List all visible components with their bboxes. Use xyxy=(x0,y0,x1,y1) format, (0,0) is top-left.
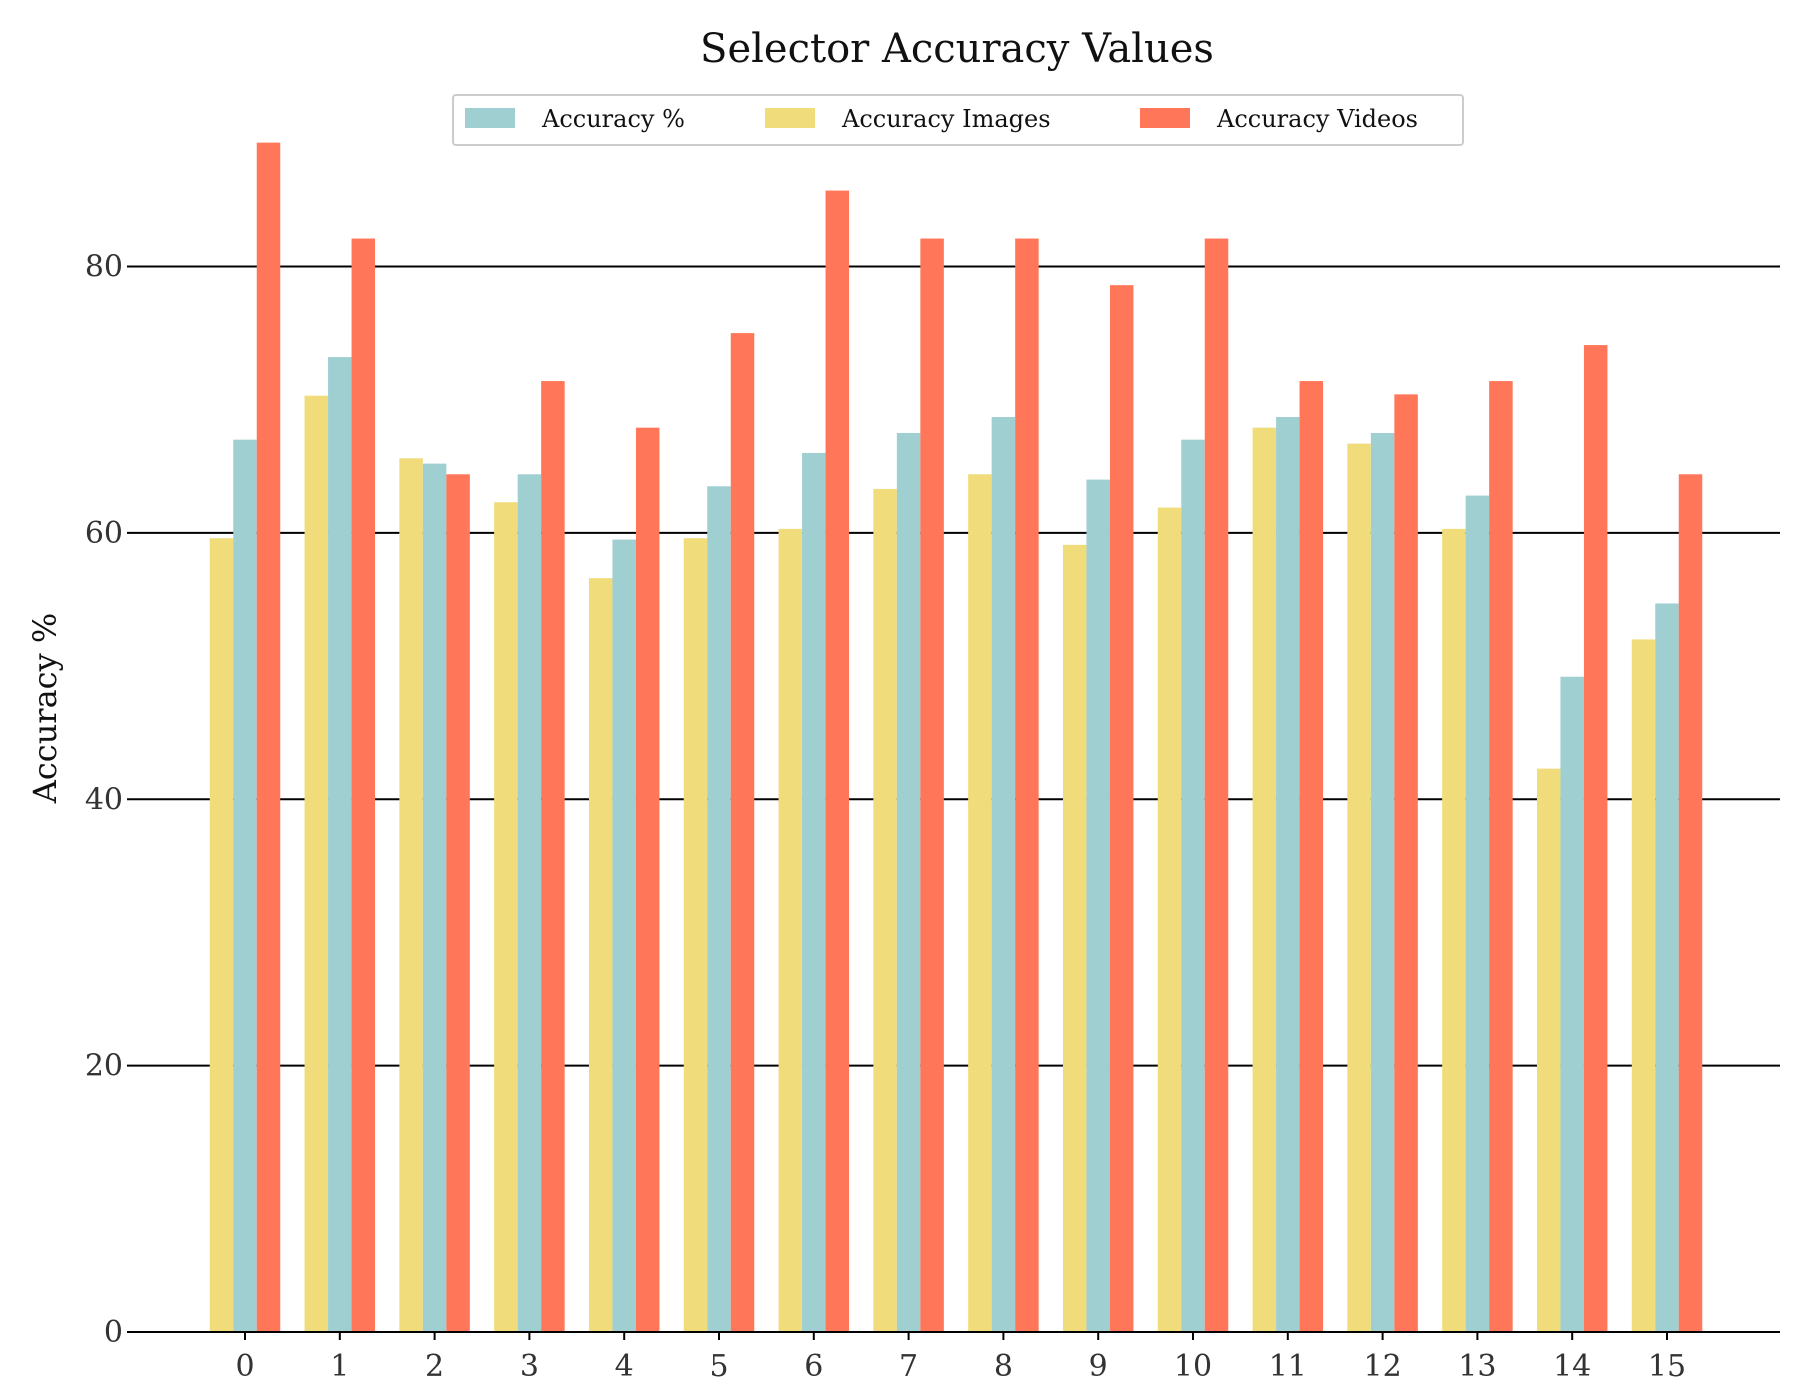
bars xyxy=(209,142,1703,1333)
bar-accuracy-videos-6 xyxy=(825,190,850,1333)
bar-accuracy-images-11 xyxy=(1252,427,1277,1333)
legend-label: Accuracy Images xyxy=(841,105,1051,133)
bar-accuracy-videos-14 xyxy=(1583,345,1608,1333)
x-tick-label: 10 xyxy=(1174,1349,1212,1384)
x-tick-label: 6 xyxy=(804,1349,823,1384)
bar-accuracy-images-7 xyxy=(873,488,897,1332)
bar-accuracy-videos-11 xyxy=(1299,381,1324,1332)
x-tick-label: 1 xyxy=(330,1349,349,1384)
bar-accuracy-images-8 xyxy=(968,474,992,1332)
bar-accuracy-images-9 xyxy=(1062,544,1087,1332)
bar-accuracy-videos-4 xyxy=(635,427,660,1333)
legend-swatch xyxy=(465,108,515,128)
x-tick-label: 14 xyxy=(1553,1349,1591,1384)
y-tick-label: 0 xyxy=(104,1315,123,1350)
x-tick-label: 3 xyxy=(520,1349,539,1384)
bar-accuracy-images-4 xyxy=(588,578,613,1332)
legend-label: Accuracy Videos xyxy=(1216,105,1418,133)
bar-accuracy--1 xyxy=(328,357,352,1333)
x-tick-label: 8 xyxy=(994,1349,1013,1384)
bar-accuracy--13 xyxy=(1465,495,1490,1333)
bar-accuracy--8 xyxy=(991,417,1016,1332)
x-tick-label: 5 xyxy=(709,1349,728,1384)
y-tick-label: 60 xyxy=(85,516,123,551)
bar-accuracy-images-6 xyxy=(778,528,803,1332)
bar-accuracy-videos-3 xyxy=(541,381,565,1332)
y-axis-label: Accuracy % xyxy=(26,613,64,805)
bar-accuracy--2 xyxy=(422,463,447,1333)
bar-accuracy-videos-8 xyxy=(1015,238,1039,1333)
bar-accuracy-images-10 xyxy=(1157,507,1182,1333)
bar-accuracy-videos-0 xyxy=(256,142,281,1333)
bar-accuracy--5 xyxy=(707,486,731,1332)
y-tick-label: 20 xyxy=(85,1049,123,1084)
x-tick-label: 15 xyxy=(1648,1349,1686,1384)
bar-accuracy-images-5 xyxy=(683,538,708,1332)
bar-accuracy-videos-13 xyxy=(1489,381,1513,1332)
bar-accuracy-videos-7 xyxy=(920,238,944,1333)
x-tick-label: 11 xyxy=(1269,1349,1307,1384)
bar-accuracy--9 xyxy=(1086,479,1110,1333)
legend-box xyxy=(452,94,1464,146)
bar-accuracy--6 xyxy=(802,452,826,1332)
bar-accuracy--15 xyxy=(1655,603,1679,1332)
y-tick-label: 40 xyxy=(85,782,123,817)
bar-accuracy--11 xyxy=(1276,417,1300,1332)
bar-accuracy-images-3 xyxy=(494,502,518,1332)
bar-accuracy-videos-10 xyxy=(1204,238,1229,1333)
y-tick-label: 80 xyxy=(85,250,123,285)
x-tick-label: 4 xyxy=(615,1349,634,1384)
bar-accuracy--0 xyxy=(233,439,257,1333)
legend-label: Accuracy % xyxy=(541,105,685,133)
chart-title: Selector Accuracy Values xyxy=(700,26,1214,72)
bar-accuracy-videos-2 xyxy=(446,474,470,1332)
bar-accuracy--7 xyxy=(896,432,921,1332)
x-tick-label: 9 xyxy=(1089,1349,1108,1384)
bar-accuracy-images-2 xyxy=(399,458,423,1332)
bar-accuracy-images-1 xyxy=(304,395,329,1332)
bar-accuracy-images-15 xyxy=(1631,639,1656,1332)
x-tick-label: 12 xyxy=(1364,1349,1402,1384)
bar-accuracy--10 xyxy=(1181,439,1205,1333)
x-tick-label: 2 xyxy=(425,1349,444,1384)
bar-accuracy-videos-12 xyxy=(1394,394,1418,1332)
legend: Accuracy % Accuracy Images Accuracy Videos xyxy=(452,94,1464,146)
bar-accuracy--14 xyxy=(1560,676,1584,1332)
bar-accuracy-images-13 xyxy=(1442,528,1466,1332)
bar-accuracy-images-12 xyxy=(1347,443,1371,1333)
bar-accuracy-videos-9 xyxy=(1109,285,1134,1333)
bar-accuracy--4 xyxy=(612,539,636,1332)
legend-swatch xyxy=(1140,108,1190,128)
x-tick-label: 13 xyxy=(1458,1349,1496,1384)
bar-accuracy-images-0 xyxy=(209,538,234,1332)
bar-accuracy--3 xyxy=(517,474,542,1332)
bar-accuracy-images-14 xyxy=(1536,768,1561,1332)
bar-accuracy-videos-15 xyxy=(1678,474,1703,1332)
bar-accuracy-videos-5 xyxy=(730,333,755,1333)
legend-swatch xyxy=(765,108,815,128)
bar-accuracy--12 xyxy=(1370,432,1395,1332)
bar-accuracy-videos-1 xyxy=(351,238,376,1333)
gridlines xyxy=(135,265,1780,1067)
x-tick-label: 0 xyxy=(235,1349,254,1384)
x-tick-label: 7 xyxy=(899,1349,918,1384)
